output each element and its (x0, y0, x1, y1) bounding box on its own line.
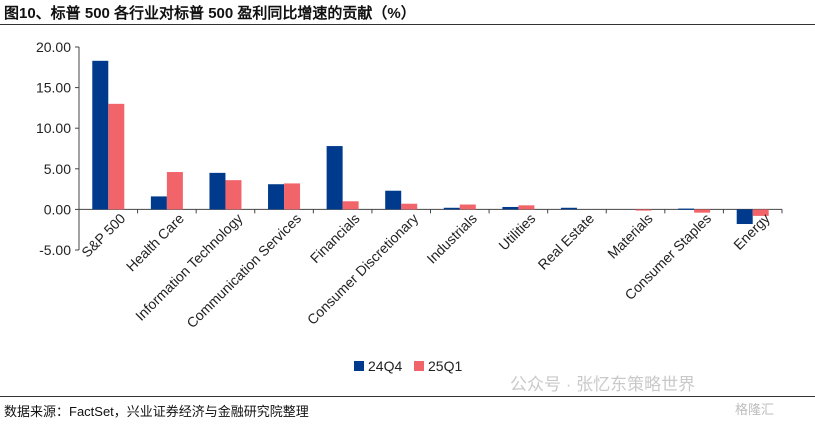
y-tick-label: -5.00 (39, 242, 71, 258)
bar-25Q1-7 (518, 205, 535, 210)
source-note: 数据来源：FactSet，兴业证券经济与金融研究院整理 (4, 404, 309, 419)
bar-25Q1-1 (166, 172, 183, 210)
bar-24Q4-10 (678, 208, 695, 210)
bar-24Q4-0 (92, 60, 109, 210)
y-tick-label: 20.00 (36, 39, 71, 55)
chart-title: 图10、标普 500 各行业对标普 500 盈利同比增速的贡献（%） (4, 5, 416, 22)
watermark-logo: 格隆汇 (735, 402, 775, 417)
bar-24Q4-1 (150, 196, 167, 210)
title-divider (0, 24, 815, 25)
y-tick-label: 10.00 (36, 120, 71, 136)
bar-24Q4-2 (209, 172, 226, 210)
bar-24Q4-6 (443, 207, 460, 210)
x-category-label: Health Care (123, 210, 187, 274)
legend-swatch-24Q4 (354, 361, 364, 371)
x-category-label: S&P 500 (78, 210, 128, 260)
x-category-label: Real Estate (535, 210, 598, 273)
footer-divider (0, 396, 815, 397)
bar-24Q4-4 (326, 146, 343, 210)
bar-25Q1-5 (401, 203, 418, 210)
legend-swatch-25Q1 (414, 361, 424, 371)
bar-25Q1-0 (108, 103, 125, 210)
x-category-label: Utilities (495, 210, 538, 253)
bar-25Q1-6 (459, 204, 476, 210)
bar-25Q1-4 (342, 201, 359, 210)
bar-24Q4-3 (268, 184, 285, 210)
x-category-label: Communication Services (183, 210, 304, 331)
bar-24Q4-5 (385, 190, 402, 210)
y-tick-label: 5.00 (44, 161, 71, 177)
y-tick-label: 15.00 (36, 80, 71, 96)
bar-25Q1-9 (635, 209, 652, 211)
x-category-label: Information Technology (132, 210, 245, 323)
legend-label-25Q1: 25Q1 (428, 358, 462, 374)
bar-25Q1-11 (752, 209, 769, 216)
bar-chart: 20.00 15.00 10.00 5.00 0.00 -5.00 S&P 500Healt… (36, 39, 783, 374)
bar-24Q4-11 (736, 209, 753, 225)
bar-25Q1-10 (694, 209, 711, 213)
watermark-text: 公众号 · 张忆东策略世界 (510, 375, 696, 394)
bar-24Q4-7 (502, 206, 519, 210)
x-category-label: Financials (307, 210, 363, 266)
bar-25Q1-2 (225, 180, 242, 210)
x-category-label: Consumer Discretionary (304, 210, 422, 328)
x-category-label: Industrials (423, 210, 479, 266)
legend-label-24Q4: 24Q4 (368, 358, 402, 374)
bar-25Q1-3 (284, 183, 301, 210)
bar-24Q4-8 (560, 207, 577, 210)
x-category-label: Materials (604, 210, 655, 261)
y-tick-label: 0.00 (44, 201, 71, 217)
